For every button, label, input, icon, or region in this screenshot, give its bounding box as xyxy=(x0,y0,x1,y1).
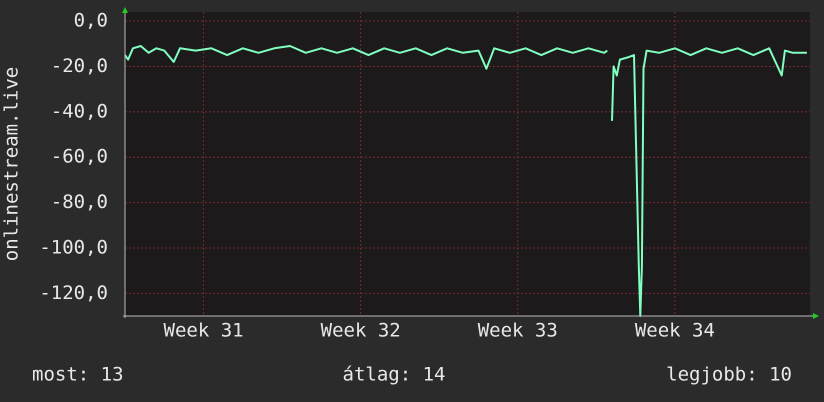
footer-best: legjobb: 10 xyxy=(666,364,792,386)
plot-area xyxy=(125,12,810,316)
y-tick-label: -100,0 xyxy=(39,236,108,258)
x-tick-label: Week 32 xyxy=(321,320,401,342)
marks xyxy=(124,45,807,317)
footer-current: most: 13 xyxy=(32,364,124,386)
x-tick-label: Week 34 xyxy=(635,320,715,342)
y-axis-label: onlinestream.live xyxy=(1,67,23,261)
axis-arrow xyxy=(813,313,819,319)
y-tick-label: -20,0 xyxy=(51,55,108,77)
axis-arrow xyxy=(122,7,128,13)
x-tick-label: Week 31 xyxy=(164,320,244,342)
x-tick-label: Week 33 xyxy=(478,320,558,342)
y-tick-label: -60,0 xyxy=(51,146,108,168)
footer-average: átlag: 14 xyxy=(343,364,446,386)
grid xyxy=(125,12,810,316)
y-tick-label: -40,0 xyxy=(51,100,108,122)
y-tick-label: -80,0 xyxy=(51,191,108,213)
y-tick-label: 0,0 xyxy=(74,10,108,32)
data-line xyxy=(124,45,807,317)
y-tick-label: -120,0 xyxy=(39,282,108,304)
